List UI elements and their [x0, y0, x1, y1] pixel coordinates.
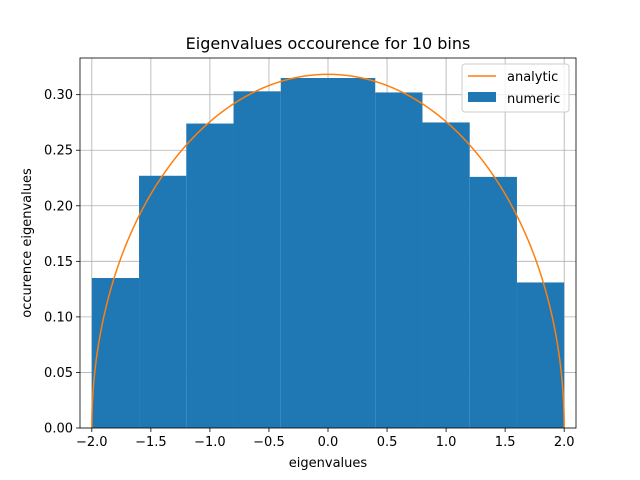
x-axis-label: eigenvalues	[289, 456, 368, 471]
histogram-bar-6	[375, 92, 423, 428]
legend-numeric-patch	[468, 92, 496, 102]
histogram-bar-3	[233, 91, 281, 428]
x-tick-label-1: −1.5	[135, 435, 167, 450]
x-tick-label-7: 1.5	[495, 435, 516, 450]
y-tick-label-6: 0.30	[44, 88, 73, 103]
chart-title: Eigenvalues occourence for 10 bins	[186, 34, 471, 53]
y-tick-label-0: 0.00	[44, 422, 73, 437]
histogram-bar-8	[469, 176, 517, 428]
histogram-bar-9	[516, 282, 565, 428]
y-tick-label-2: 0.10	[44, 310, 73, 325]
legend-analytic-label: analytic	[507, 70, 558, 85]
histogram-bars	[91, 78, 565, 429]
histogram-bar-7	[422, 122, 470, 428]
histogram-bar-5	[328, 78, 376, 428]
x-tick-label-8: 2.0	[554, 435, 575, 450]
y-tick-label-5: 0.25	[44, 144, 73, 159]
y-tick-label-4: 0.20	[44, 199, 73, 214]
x-tick-label-2: −1.0	[194, 435, 226, 450]
x-tick-label-3: −0.5	[253, 435, 285, 450]
y-tick-label-3: 0.15	[44, 255, 73, 270]
x-tick-label-6: 1.0	[436, 435, 457, 450]
x-axis-ticks: −2.0 −1.5 −1.0 −0.5 0.0 0.5 1.0 1.5 2.0	[76, 428, 575, 450]
y-axis-ticks: 0.00 0.05 0.10 0.15 0.20 0.25 0.30	[44, 88, 80, 437]
histogram-bar-2	[186, 123, 234, 429]
legend: analytic numeric	[461, 63, 570, 113]
y-axis-label: occurence eigenvalues	[20, 168, 35, 318]
legend-numeric-label: numeric	[507, 92, 560, 107]
histogram-bar-0	[91, 278, 140, 428]
y-tick-label-1: 0.05	[44, 366, 73, 381]
analytic-curve	[91, 73, 565, 429]
histogram-bar-4	[280, 78, 328, 428]
x-tick-label-4: 0.0	[318, 435, 339, 450]
histogram-bar-1	[139, 175, 187, 428]
x-tick-label-0: −2.0	[76, 435, 108, 450]
x-tick-label-5: 0.5	[377, 435, 398, 450]
